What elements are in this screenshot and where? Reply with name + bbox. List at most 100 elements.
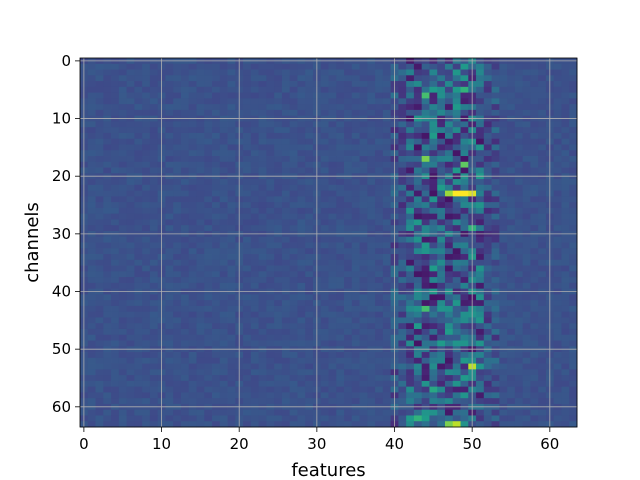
heatmap-cell bbox=[196, 265, 205, 272]
heatmap-cell bbox=[421, 282, 430, 290]
heatmap-cell bbox=[328, 352, 337, 359]
heatmap-cell bbox=[538, 409, 547, 416]
heatmap-cell bbox=[437, 392, 446, 399]
heatmap-cell bbox=[561, 352, 570, 359]
heatmap-cell bbox=[406, 409, 415, 416]
heatmap-cell bbox=[281, 409, 291, 416]
heatmap-cell bbox=[429, 305, 438, 313]
heatmap-cell bbox=[382, 196, 392, 203]
heatmap-cell bbox=[281, 305, 291, 313]
heatmap-cell bbox=[281, 294, 291, 301]
heatmap-cell bbox=[406, 104, 415, 111]
heatmap-cell bbox=[437, 363, 446, 370]
heatmap-cell bbox=[344, 213, 353, 220]
heatmap-cell bbox=[460, 380, 469, 388]
heatmap-cell bbox=[561, 98, 570, 105]
heatmap-cell bbox=[398, 305, 407, 313]
heatmap-cell bbox=[297, 104, 306, 111]
heatmap-cell bbox=[165, 380, 174, 388]
heatmap-cell bbox=[491, 248, 500, 255]
heatmap-cell bbox=[507, 207, 516, 215]
heatmap-cell bbox=[499, 86, 508, 93]
heatmap-cell bbox=[336, 184, 345, 192]
heatmap-cell bbox=[204, 138, 213, 145]
heatmap-cell bbox=[421, 63, 430, 70]
heatmap-cell bbox=[476, 156, 485, 163]
heatmap-cell bbox=[281, 415, 291, 422]
heatmap-cell bbox=[382, 81, 392, 88]
heatmap-cell bbox=[227, 392, 236, 399]
heatmap-cell bbox=[444, 357, 454, 364]
heatmap-cell bbox=[452, 242, 461, 249]
heatmap-cell bbox=[87, 213, 96, 220]
heatmap-cell bbox=[444, 340, 454, 347]
heatmap-cell bbox=[359, 294, 368, 301]
heatmap-cell bbox=[553, 242, 562, 249]
heatmap-cell bbox=[111, 75, 120, 82]
heatmap-cell bbox=[103, 334, 112, 341]
heatmap-cell bbox=[553, 323, 562, 330]
heatmap-cell bbox=[297, 282, 306, 290]
heatmap-cell bbox=[87, 207, 96, 215]
heatmap-cell bbox=[219, 392, 228, 399]
heatmap-cell bbox=[406, 357, 415, 364]
heatmap-cell bbox=[437, 242, 446, 249]
heatmap-cell bbox=[491, 98, 500, 105]
heatmap-cell bbox=[328, 259, 337, 266]
heatmap-cell bbox=[95, 138, 104, 145]
heatmap-cell bbox=[180, 282, 190, 290]
heatmap-cell bbox=[305, 317, 314, 324]
heatmap-cell bbox=[569, 190, 578, 197]
heatmap-cell bbox=[118, 392, 127, 399]
heatmap-cell bbox=[149, 156, 159, 163]
heatmap-cell bbox=[553, 202, 562, 209]
heatmap-cell bbox=[204, 63, 213, 70]
heatmap-cell bbox=[274, 86, 283, 93]
heatmap-cell bbox=[118, 167, 127, 174]
heatmap-cell bbox=[243, 109, 252, 117]
heatmap-cell bbox=[219, 282, 228, 290]
heatmap-cell bbox=[281, 352, 291, 359]
heatmap-cell bbox=[382, 144, 392, 151]
heatmap-cell bbox=[452, 184, 461, 192]
heatmap-cell bbox=[530, 323, 539, 330]
heatmap-cell bbox=[142, 300, 151, 307]
heatmap-cell bbox=[87, 98, 96, 105]
heatmap-cell bbox=[444, 127, 454, 134]
heatmap-cell bbox=[126, 242, 135, 249]
heatmap-cell bbox=[561, 69, 570, 76]
heatmap-cell bbox=[95, 300, 104, 307]
heatmap-cell bbox=[204, 259, 213, 266]
heatmap-cell bbox=[281, 121, 291, 128]
heatmap-cell bbox=[344, 69, 353, 76]
heatmap-cell bbox=[126, 225, 135, 232]
heatmap-cell bbox=[149, 98, 159, 105]
heatmap-cell bbox=[444, 352, 454, 359]
heatmap-cell bbox=[460, 121, 469, 128]
heatmap-cell bbox=[204, 277, 213, 284]
heatmap-cell bbox=[507, 179, 516, 186]
heatmap-cell bbox=[87, 202, 96, 209]
heatmap-cell bbox=[134, 300, 143, 307]
heatmap-cell bbox=[227, 92, 236, 99]
heatmap-cell bbox=[165, 421, 174, 428]
heatmap-cell bbox=[367, 386, 376, 393]
heatmap-cell bbox=[281, 421, 291, 428]
heatmap-cell bbox=[87, 104, 96, 111]
heatmap-cell bbox=[204, 213, 213, 220]
heatmap-cell bbox=[452, 363, 461, 370]
heatmap-cell bbox=[553, 86, 562, 93]
heatmap-cell bbox=[134, 254, 143, 261]
heatmap-cell bbox=[258, 357, 267, 364]
heatmap-cell bbox=[382, 421, 392, 428]
heatmap-cell bbox=[476, 328, 485, 336]
heatmap-cell bbox=[297, 121, 306, 128]
heatmap-cell bbox=[406, 277, 415, 284]
heatmap-cell bbox=[196, 167, 205, 174]
heatmap-cell bbox=[289, 415, 298, 422]
heatmap-cell bbox=[281, 213, 291, 220]
heatmap-cell bbox=[111, 259, 120, 266]
heatmap-cell bbox=[444, 409, 454, 416]
heatmap-cell bbox=[243, 138, 252, 145]
heatmap-cell bbox=[274, 398, 283, 405]
